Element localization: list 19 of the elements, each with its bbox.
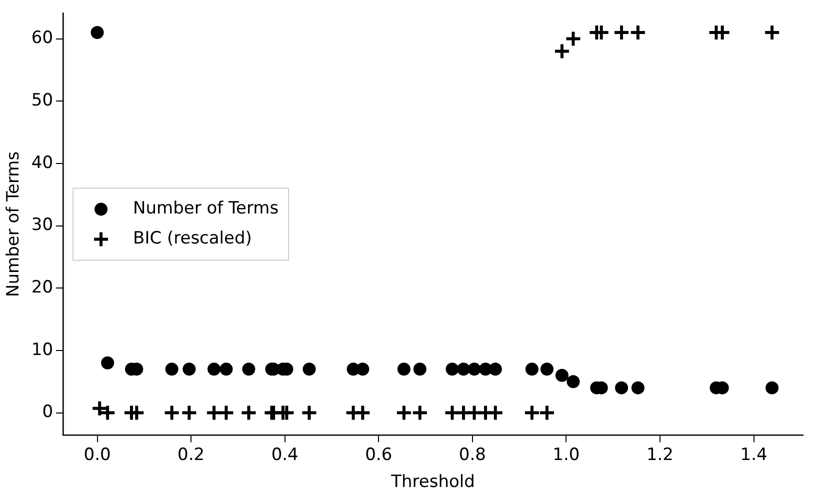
x-tick-label: 0.0 [84,444,111,465]
y-tick-label: 0 [42,402,54,422]
y-axis-title: Number of Terms [4,151,24,297]
y-tick-label: 30 [31,215,54,236]
y-tick-label: 20 [31,278,54,298]
legend-label: Number of Terms [133,198,279,219]
x-tick-label: 0.8 [458,444,486,465]
y-tick-label: 10 [31,340,54,360]
y-tick-label: 50 [31,90,54,111]
y-tick-label: 40 [31,152,54,173]
x-tick-label: 1.2 [646,444,674,465]
legend-label: BIC (rescaled) [133,228,252,249]
x-tick-label: 0.4 [271,444,298,465]
x-tick-label: 0.6 [365,444,392,465]
y-tick-label: 60 [31,28,54,48]
x-tick-label: 1.0 [552,444,580,465]
x-tick-label: 0.2 [178,444,205,465]
x-axis-title: Threshold [390,472,475,492]
x-tick-label: 1.4 [740,444,768,465]
